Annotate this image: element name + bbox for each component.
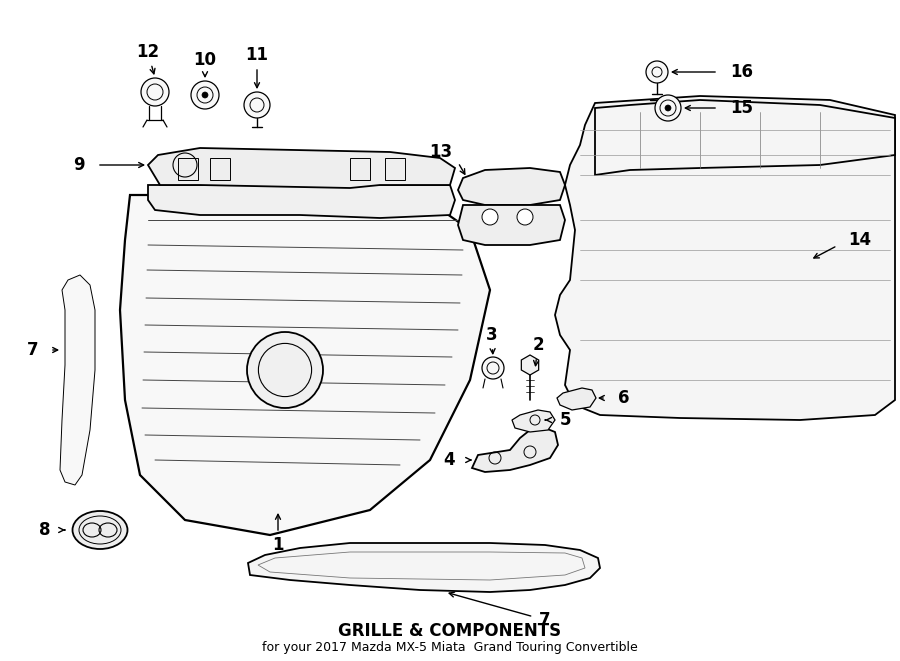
Text: 1: 1 xyxy=(272,536,284,554)
Polygon shape xyxy=(120,195,490,535)
Circle shape xyxy=(247,332,323,408)
Polygon shape xyxy=(557,388,596,410)
Text: 16: 16 xyxy=(730,63,753,81)
Circle shape xyxy=(665,105,671,111)
Polygon shape xyxy=(512,410,555,432)
Text: 15: 15 xyxy=(730,99,753,117)
Text: for your 2017 Mazda MX-5 Miata  Grand Touring Convertible: for your 2017 Mazda MX-5 Miata Grand Tou… xyxy=(262,641,638,654)
Polygon shape xyxy=(472,428,558,472)
Text: 13: 13 xyxy=(429,143,452,161)
Text: 8: 8 xyxy=(39,521,50,539)
Text: 2: 2 xyxy=(532,336,544,354)
Text: 7: 7 xyxy=(26,341,38,359)
Polygon shape xyxy=(521,355,539,375)
Circle shape xyxy=(655,95,681,121)
Text: 14: 14 xyxy=(848,231,871,249)
Circle shape xyxy=(141,78,169,106)
Text: 6: 6 xyxy=(618,389,629,407)
Circle shape xyxy=(191,81,219,109)
Text: 10: 10 xyxy=(194,51,217,69)
Text: 9: 9 xyxy=(74,156,85,174)
Circle shape xyxy=(517,209,533,225)
Ellipse shape xyxy=(73,511,128,549)
Text: 12: 12 xyxy=(137,43,159,61)
Circle shape xyxy=(646,61,668,83)
Circle shape xyxy=(482,357,504,379)
Polygon shape xyxy=(60,275,95,485)
Circle shape xyxy=(202,92,208,98)
Text: 3: 3 xyxy=(486,326,498,344)
Polygon shape xyxy=(248,543,600,592)
Polygon shape xyxy=(555,96,895,420)
Text: 4: 4 xyxy=(444,451,455,469)
Polygon shape xyxy=(458,205,565,245)
Polygon shape xyxy=(458,168,565,205)
Circle shape xyxy=(244,92,270,118)
Circle shape xyxy=(482,209,498,225)
Polygon shape xyxy=(148,185,455,218)
Text: 11: 11 xyxy=(246,46,268,64)
Text: 5: 5 xyxy=(560,411,572,429)
Text: GRILLE & COMPONENTS: GRILLE & COMPONENTS xyxy=(338,622,562,640)
Polygon shape xyxy=(595,100,895,175)
Polygon shape xyxy=(148,148,455,188)
Text: 7: 7 xyxy=(539,611,551,629)
